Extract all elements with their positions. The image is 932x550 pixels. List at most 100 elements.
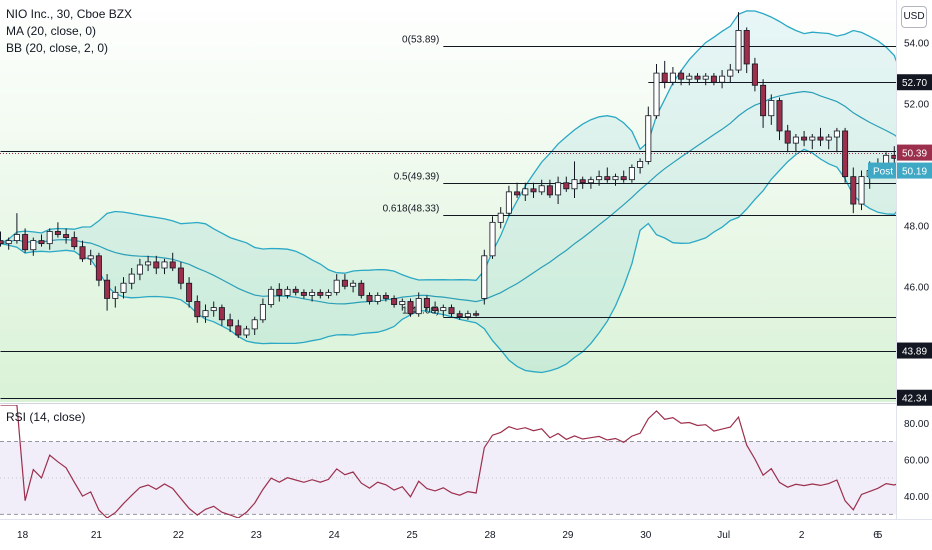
- candle-body-down: [358, 282, 365, 296]
- level-axis-badge: [897, 389, 932, 406]
- candle-body-up: [374, 295, 381, 302]
- candle: [489, 216, 496, 259]
- candle: [325, 289, 332, 299]
- candle-body-up: [768, 100, 775, 117]
- candle-body-down: [776, 100, 783, 132]
- candle: [522, 182, 529, 201]
- candle-body-up: [112, 291, 119, 299]
- candle-body-up: [5, 240, 12, 245]
- candle-body-down: [579, 179, 586, 184]
- candle-body-down: [317, 291, 324, 296]
- candle-body-down: [104, 279, 111, 299]
- price-axis[interactable]: 54.00 52.00 48.00 46.00 52.70 43.89 42.34 50.39…: [868, 39, 932, 406]
- candle: [784, 124, 791, 153]
- candle: [850, 167, 857, 214]
- candle-body-up: [243, 328, 250, 336]
- candle: [563, 176, 570, 192]
- rsi-tick-label: 40.00: [904, 492, 929, 503]
- candlestick-series: [0, 12, 896, 339]
- time-tick-label: 30: [640, 530, 652, 541]
- candle-body-up: [399, 301, 406, 305]
- candle-body-up: [440, 307, 447, 312]
- symbol-legend[interactable]: NIO Inc., 30, Cboe BZX MA (20, close, 0)…: [6, 6, 132, 57]
- candle: [743, 27, 750, 74]
- candle-body-up: [325, 291, 332, 296]
- candle-body-up: [809, 136, 816, 141]
- candle: [481, 249, 488, 305]
- candle-body-up: [833, 130, 840, 138]
- candle: [751, 57, 758, 92]
- candle-body-up: [596, 176, 603, 181]
- time-tick-label: 25: [407, 530, 419, 541]
- candle-body-down: [710, 75, 717, 83]
- candle: [579, 176, 586, 189]
- rsi-axis[interactable]: 80.00 60.00 40.00: [904, 419, 929, 503]
- candle-body-down: [227, 319, 234, 327]
- candle-body-up: [792, 136, 799, 144]
- candle: [194, 295, 201, 323]
- candle-body-down: [891, 154, 896, 159]
- candle-body-up: [481, 255, 488, 299]
- level-label: 0(53.89): [402, 35, 439, 46]
- candle: [686, 73, 693, 86]
- candle-body-down: [0, 240, 4, 245]
- candle: [407, 298, 414, 317]
- rsi-indicator-label[interactable]: RSI (14, close): [6, 410, 86, 424]
- candle: [423, 295, 430, 311]
- bb-indicator-label[interactable]: BB (20, close, 2, 0): [6, 41, 109, 55]
- time-tick-label: 28: [484, 530, 496, 541]
- candle-body-up: [727, 69, 734, 77]
- time-axis[interactable]: 18 21 22 23 24 25 28 29 30 Jul 2 56: [17, 530, 883, 541]
- candle: [309, 289, 316, 302]
- candle-body-up: [825, 136, 832, 141]
- candle: [300, 289, 307, 299]
- candle: [760, 79, 767, 128]
- candle-body-up: [268, 288, 275, 305]
- ma-indicator-label[interactable]: MA (20, close, 0): [6, 24, 97, 38]
- candle-body-up: [719, 75, 726, 83]
- candle-body-up: [653, 72, 660, 117]
- candle-body-down: [530, 188, 537, 193]
- price-tick-label: 54.00: [904, 39, 929, 50]
- candle: [391, 295, 398, 308]
- candle-body-up: [587, 179, 594, 184]
- bb-fill: [0, 10, 896, 373]
- symbol-title[interactable]: NIO Inc., 30, Cboe BZX: [6, 7, 133, 21]
- time-tick-label: 2: [799, 530, 805, 541]
- candle-body-up: [30, 240, 37, 251]
- candle-body-up: [251, 319, 258, 330]
- candle: [546, 179, 553, 198]
- candle-body-down: [842, 130, 849, 178]
- candle-body-down: [153, 261, 160, 269]
- candle: [177, 261, 184, 290]
- candle: [350, 280, 357, 293]
- candle-body-up: [571, 179, 578, 190]
- candle: [415, 292, 422, 317]
- candle: [768, 94, 775, 125]
- candle: [628, 164, 635, 183]
- candle: [186, 277, 193, 308]
- candle-body-down: [95, 255, 102, 281]
- price-tick-label: 46.00: [904, 282, 929, 293]
- fibonacci-levels[interactable]: 0(53.89)0.382(50.45)0.5(49.39)0.618(48.3…: [0, 35, 896, 399]
- level-axis-badge: [897, 74, 932, 91]
- candle: [555, 176, 562, 205]
- level-label: 0.618(48.33): [383, 204, 440, 215]
- candle: [243, 325, 250, 339]
- candle-body-up: [505, 191, 512, 214]
- candle-body-up: [612, 176, 619, 181]
- candle: [702, 73, 709, 86]
- candle-body-down: [760, 84, 767, 117]
- currency-button[interactable]: USD: [901, 6, 927, 28]
- candle-body-down: [177, 267, 184, 284]
- candle: [317, 289, 324, 299]
- candle-body-down: [546, 185, 553, 196]
- candle-body-up: [415, 298, 422, 315]
- rsi-line: [0, 405, 896, 518]
- candle-body-up: [555, 182, 562, 196]
- candle: [858, 170, 865, 211]
- candle: [448, 304, 455, 317]
- level-axis-badge: [897, 342, 932, 359]
- candle-body-down: [63, 234, 70, 238]
